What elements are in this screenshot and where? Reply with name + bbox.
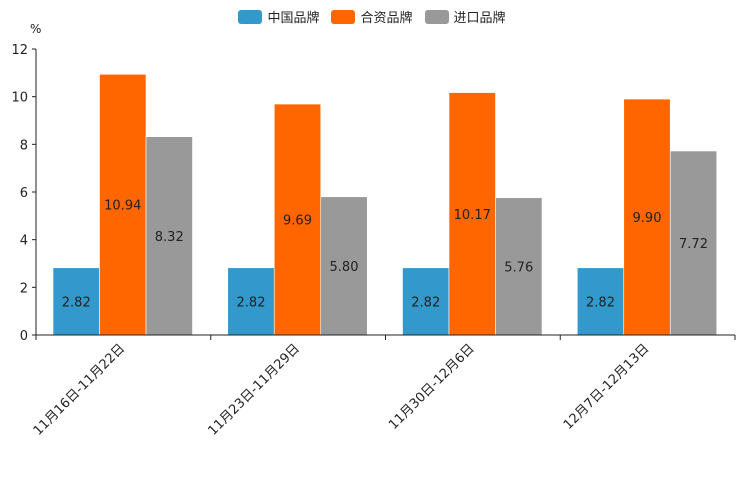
bar-2-3 bbox=[669, 150, 718, 336]
y-tick-label-0: 0 bbox=[20, 329, 28, 344]
y-tick-label-1: 2 bbox=[20, 281, 28, 296]
y-tick-label-4: 8 bbox=[20, 138, 28, 153]
x-tick-label-1: 11月23日-11月29日 bbox=[205, 341, 302, 438]
data-label-1-0: 10.94 bbox=[104, 199, 141, 214]
bar-0-2 bbox=[402, 267, 450, 336]
legend-item-china[interactable]: 中国品牌 bbox=[238, 7, 319, 26]
bars-group: 2.82 10.94 8.32 2.82 9.69 5.80 2.82 10.17 5.76 2.… bbox=[52, 73, 718, 336]
y-tick-label-6: 12 bbox=[11, 43, 28, 58]
y-tick-label-2: 4 bbox=[20, 234, 28, 249]
bar-1-2 bbox=[448, 92, 496, 336]
x-tick-label-3: 12月7日-12月13日 bbox=[561, 341, 653, 433]
legend-label-china: 中国品牌 bbox=[267, 11, 320, 26]
legend: 中国品牌 合资品牌 进口品牌 bbox=[0, 7, 744, 26]
y-tick-label-5: 10 bbox=[11, 91, 28, 106]
legend-item-import[interactable]: 进口品牌 bbox=[424, 7, 506, 26]
legend-swatch-joint bbox=[331, 9, 356, 24]
x-tick-label-0: 11月16日-11月22日 bbox=[31, 341, 128, 438]
bar-1-3 bbox=[623, 98, 671, 336]
data-label-0-2: 2.82 bbox=[411, 295, 440, 310]
data-label-2-1: 5.80 bbox=[330, 260, 359, 275]
data-label-2-0: 8.32 bbox=[155, 230, 184, 245]
legend-label-import: 进口品牌 bbox=[453, 11, 506, 26]
data-label-1-1: 9.69 bbox=[283, 214, 312, 229]
data-label-0-0: 2.82 bbox=[62, 295, 91, 310]
legend-label-joint: 合资品牌 bbox=[360, 11, 413, 26]
data-label-0-3: 2.82 bbox=[586, 295, 615, 310]
bar-2-1 bbox=[320, 196, 368, 336]
legend-swatch-import bbox=[424, 9, 449, 24]
bar-1-0 bbox=[99, 73, 147, 336]
y-tick-label-3: 6 bbox=[20, 186, 28, 201]
data-label-0-1: 2.82 bbox=[237, 295, 266, 310]
legend-item-joint[interactable]: 合资品牌 bbox=[331, 7, 413, 26]
bar-0-3 bbox=[576, 267, 625, 336]
data-label-2-2: 5.76 bbox=[504, 260, 533, 275]
data-label-2-3: 7.72 bbox=[679, 237, 708, 252]
x-tick-label-2: 11月30日-12月6日 bbox=[386, 341, 478, 433]
bar-0-1 bbox=[227, 267, 275, 336]
y-unit-label: % bbox=[30, 22, 41, 36]
bar-1-1 bbox=[273, 103, 322, 336]
data-label-1-2: 10.17 bbox=[454, 208, 491, 223]
bar-2-2 bbox=[495, 197, 543, 336]
data-label-1-3: 9.90 bbox=[633, 211, 662, 226]
legend-swatch-china bbox=[238, 9, 263, 24]
